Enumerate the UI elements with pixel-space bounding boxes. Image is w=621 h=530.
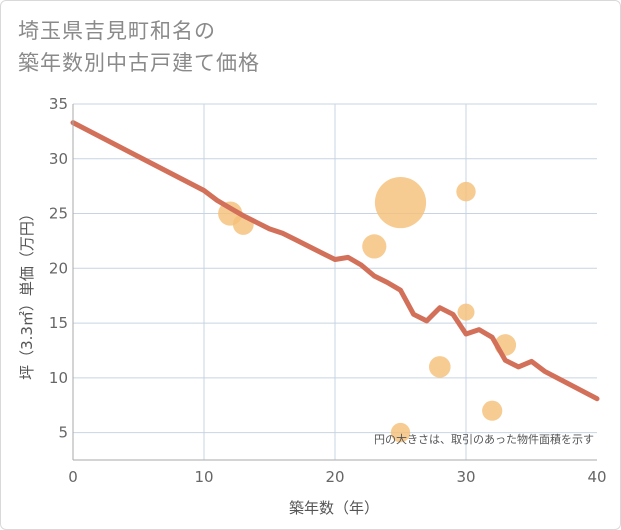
y-tick-label-25: 25: [49, 205, 68, 223]
y-tick-label-5: 5: [58, 424, 68, 442]
bubble-point-4: [374, 176, 427, 229]
x-tick-label-40: 40: [587, 468, 606, 486]
x-tick-label-30: 30: [456, 468, 475, 486]
trend-line-group: [70, 120, 600, 402]
bubble-point-7: [456, 181, 476, 202]
bubble-point-9: [482, 400, 503, 421]
y-tick-label-10: 10: [49, 369, 68, 387]
bubble-point-8: [457, 303, 475, 321]
plot-frame: [72, 104, 597, 461]
bubble-point-5: [390, 422, 411, 443]
x-tick-label-10: 10: [194, 468, 213, 486]
chart-title: 埼玉県吉見町和名の 築年数別中古戸建て価格: [18, 15, 260, 79]
trend-line: [70, 120, 600, 402]
bubble-size-note: 円の大きさは、取引のあった物件面積を示す: [374, 432, 594, 446]
bubble-point-3: [362, 234, 387, 259]
x-tick-label-20: 20: [325, 468, 344, 486]
chart-title-line-2: 築年数別中古戸建て価格: [18, 51, 260, 75]
y-tick-label-30: 30: [49, 150, 68, 168]
y-tick-label-20: 20: [49, 259, 68, 277]
y-tick-label-35: 35: [49, 95, 68, 113]
tick-labels: 0 10 20 30 40 5 10 15 20 25 30 35: [49, 95, 607, 486]
y-axis-label: 坪（3.3㎡）単価（万円）: [18, 206, 36, 380]
x-tick-label-0: 0: [68, 468, 78, 486]
bubble-series: [218, 176, 517, 443]
chart-title-line-1: 埼玉県吉見町和名の: [18, 19, 216, 43]
y-tick-label-15: 15: [49, 314, 68, 332]
grid-lines: [73, 103, 597, 460]
bubble-point-6: [429, 356, 451, 378]
x-axis-label: 築年数（年）: [289, 499, 379, 517]
